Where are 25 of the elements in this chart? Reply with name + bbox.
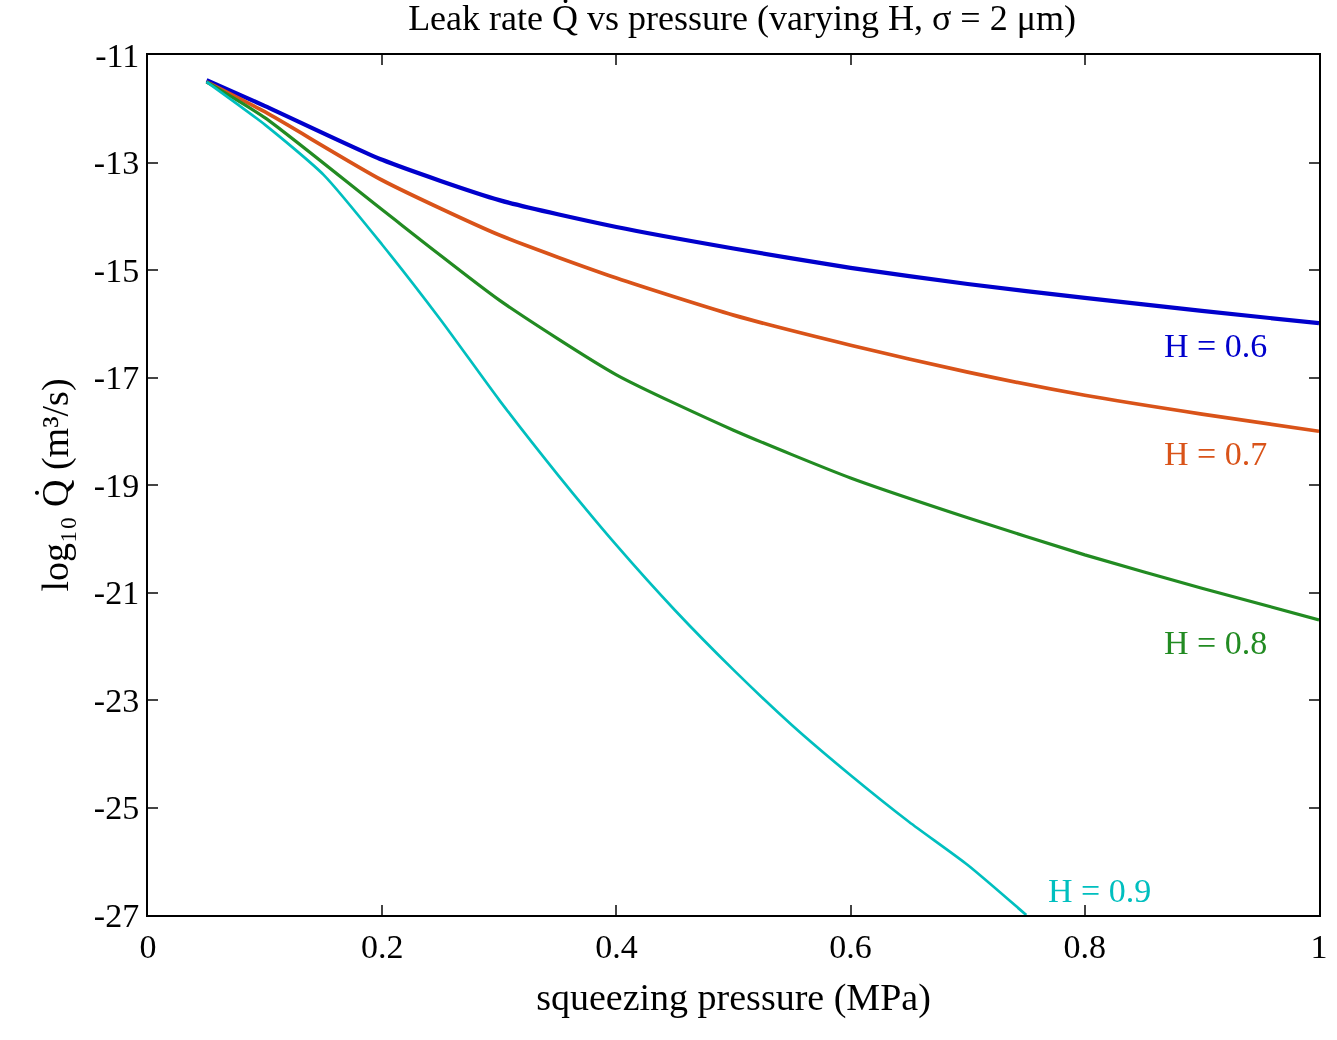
x-tick-label: 0.8 bbox=[1063, 927, 1107, 965]
series-label: H = 0.6 bbox=[1164, 327, 1268, 364]
x-axis-title: squeezing pressure (MPa) bbox=[536, 976, 931, 1020]
y-tick-label: -13 bbox=[93, 144, 140, 182]
series-label: H = 0.9 bbox=[1048, 872, 1152, 909]
line-series bbox=[204, 78, 1319, 326]
series-label: H = 0.8 bbox=[1164, 624, 1268, 661]
y-tick-label: -19 bbox=[93, 466, 140, 504]
y-tick-label: -27 bbox=[93, 896, 140, 934]
x-tick-label: 0 bbox=[139, 927, 157, 965]
y-tick-label: -21 bbox=[93, 574, 140, 612]
line-series bbox=[205, 80, 1028, 915]
y-tick-label: -23 bbox=[93, 681, 140, 719]
x-tick-label: 0.4 bbox=[595, 927, 638, 965]
y-tick-label: -25 bbox=[93, 789, 140, 827]
chart-title: Leak rate Q̇ vs pressure (varying H, σ = 2 μm) bbox=[408, 0, 1076, 39]
x-tick-label: 0.2 bbox=[360, 927, 404, 965]
x-tick-label: 1 bbox=[1310, 927, 1328, 965]
y-tick-label: -15 bbox=[93, 251, 140, 289]
y-tick-label: -11 bbox=[95, 36, 140, 74]
y-axis-title: log₁₀ Q̇ (m³/s) bbox=[33, 378, 77, 592]
y-tick-label: -17 bbox=[93, 359, 140, 397]
series-label: H = 0.7 bbox=[1164, 435, 1268, 472]
x-tick-label: 0.6 bbox=[829, 927, 872, 965]
line-series bbox=[204, 80, 1319, 434]
